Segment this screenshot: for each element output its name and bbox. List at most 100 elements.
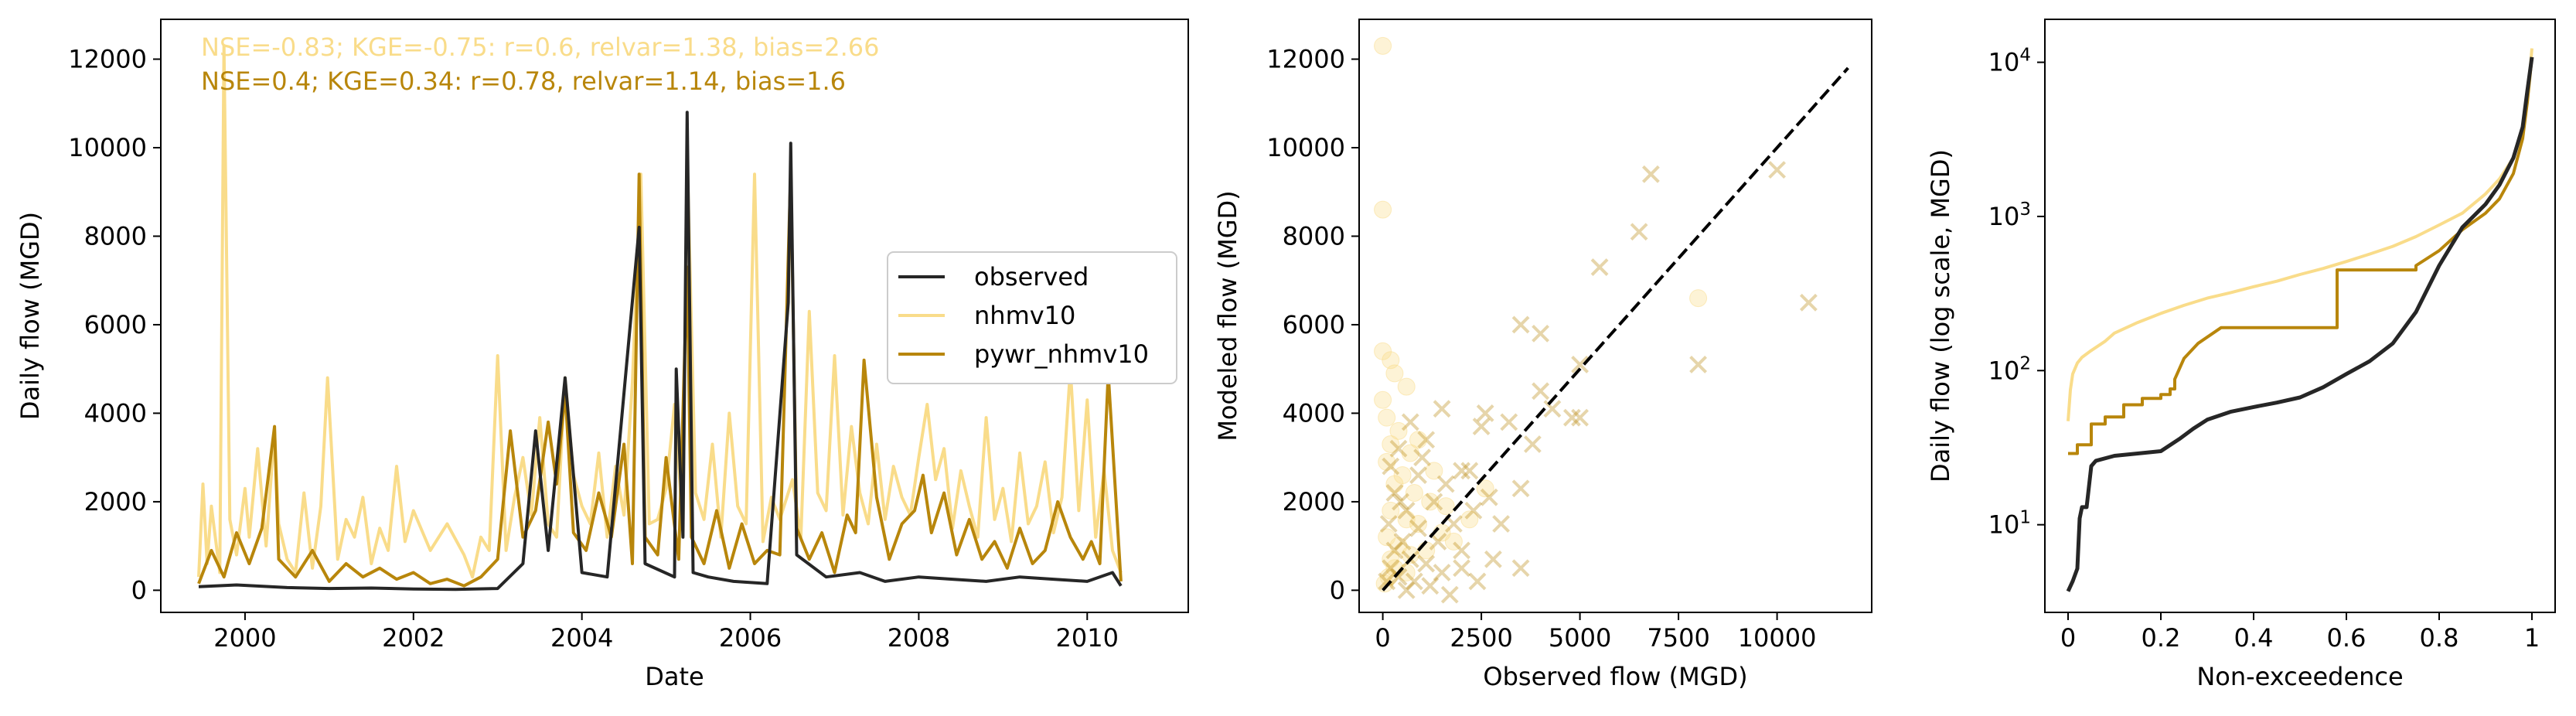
stats-annotation: NSE=-0.83; KGE=-0.75: r=0.6, relvar=1.38… [201, 32, 879, 62]
scatter-point-pywr_nhmv10 [1433, 564, 1451, 581]
scatter-point-nhmv10 [1374, 36, 1392, 55]
scatter-point-pywr_nhmv10 [1397, 581, 1416, 599]
scatter-point-pywr_nhmv10 [1492, 515, 1511, 533]
scatter-point-pywr_nhmv10 [1397, 501, 1416, 520]
scatter-point-pywr_nhmv10 [1393, 533, 1412, 551]
scatter-point-pywr_nhmv10 [1484, 550, 1502, 568]
y-tick-label: 8000 [84, 221, 147, 251]
y-tick-label: 10000 [1266, 133, 1345, 162]
scatter-point-pywr_nhmv10 [1385, 541, 1404, 560]
scatter-point-nhmv10 [1374, 390, 1392, 409]
scatter-point-pywr_nhmv10 [1436, 475, 1455, 493]
scatter-point-pywr_nhmv10 [1562, 408, 1581, 427]
scatter-point-pywr_nhmv10 [1641, 165, 1660, 183]
scatter-point-pywr_nhmv10 [1472, 418, 1491, 436]
scatter-point-pywr_nhmv10 [1389, 568, 1408, 586]
scatter-point-pywr_nhmv10 [1511, 479, 1530, 498]
x-tick-label: 0.6 [2327, 623, 2366, 653]
legend-label: pywr_nhmv10 [974, 339, 1149, 369]
y-tick-label: 12000 [1266, 45, 1345, 74]
scatter-point-pywr_nhmv10 [1401, 413, 1419, 431]
scatter-point-pywr_nhmv10 [1453, 541, 1471, 560]
x-tick-label: 2002 [382, 623, 445, 653]
scatter-point-nhmv10 [1397, 377, 1416, 396]
y-tick-label: 2000 [1283, 487, 1345, 517]
x-tick-label: 0.8 [2420, 623, 2459, 653]
scatter-point-pywr_nhmv10 [1379, 515, 1398, 533]
scatter-point-pywr_nhmv10 [1382, 457, 1400, 476]
x-axis-label: Date [645, 662, 704, 691]
x-tick-label: 0.2 [2142, 623, 2181, 653]
y-tick-label: 103 [1988, 199, 2031, 231]
scatter-point-pywr_nhmv10 [1392, 493, 1409, 511]
x-tick-label: 2004 [550, 623, 613, 653]
scatter-point-nhmv10 [1378, 408, 1396, 427]
scatter-point-pywr_nhmv10 [1799, 293, 1818, 312]
scatter-panel: 0 2500 5000 7500 10000 0 2000 4000 6000 8000 10000… [1213, 19, 1872, 691]
scatter-point-pywr_nhmv10 [1523, 435, 1542, 453]
scatter-point-pywr_nhmv10 [1417, 431, 1436, 449]
y-axis-label: Modeled flow (MGD) [1213, 190, 1242, 441]
x-axis-label: Observed flow (MGD) [1483, 662, 1747, 691]
x-axis-label: Non-exceedence [2196, 662, 2403, 691]
series-line-nhmv10 [2067, 48, 2533, 421]
scatter-point-nhmv10 [1389, 421, 1408, 440]
x-tick-label: 2500 [1450, 623, 1512, 653]
timeseries-panel: 2000 2002 2004 2006 2008 2010 0 2000 4000 6000 800… [15, 19, 1189, 691]
legend-frame [887, 251, 1177, 384]
scatter-point-nhmv10 [1689, 289, 1708, 308]
scatter-point-pywr_nhmv10 [1532, 382, 1550, 401]
scatter-point-nhmv10 [1405, 483, 1423, 502]
y-tick-exponent: 2 [2019, 353, 2031, 373]
scatter-point-pywr_nhmv10 [1630, 223, 1648, 241]
plot-frame [1358, 19, 1872, 613]
y-axis-label: Daily flow (log scale, MGD) [1926, 149, 1955, 482]
scatter-point-pywr_nhmv10 [1500, 413, 1518, 431]
scatter-point-pywr_nhmv10 [1571, 356, 1590, 373]
x-tick-label: 2006 [719, 623, 782, 653]
scatter-point-pywr_nhmv10 [1532, 324, 1550, 343]
scatter-point-nhmv10 [1425, 462, 1443, 480]
flow-duration-panel: 0 0.2 0.4 0.6 0.8 1101102103104Non-exceedence… [1926, 19, 2556, 691]
scatter-point-nhmv10 [1397, 510, 1416, 529]
y-tick-label: 6000 [1283, 310, 1345, 339]
scatter-point-nhmv10 [1476, 479, 1494, 498]
scatter-point-pywr_nhmv10 [1409, 519, 1427, 537]
series-line-observed [198, 111, 1123, 592]
y-tick-exponent: 4 [2019, 46, 2031, 66]
scatter-point-nhmv10 [1374, 200, 1392, 219]
legend: observed nhmv10 pywr_nhmv10 [887, 251, 1177, 384]
scatter-point-pywr_nhmv10 [1389, 439, 1408, 458]
scatter-point-pywr_nhmv10 [1385, 484, 1404, 502]
scatter-point-pywr_nhmv10 [1464, 501, 1483, 520]
scatter-point-nhmv10 [1401, 546, 1419, 564]
scatter-point-pywr_nhmv10 [1511, 559, 1530, 578]
scatter-point-pywr_nhmv10 [1413, 448, 1432, 467]
scatter-point-nhmv10 [1385, 364, 1404, 383]
scatter-point-pywr_nhmv10 [1382, 559, 1400, 578]
x-tick-label: 5000 [1549, 623, 1611, 653]
scatter-point-nhmv10 [1375, 575, 1394, 593]
scatter-point-pywr_nhmv10 [1405, 572, 1423, 591]
scatter-point-pywr_nhmv10 [1440, 585, 1459, 604]
legend-label: observed [974, 262, 1089, 292]
x-tick-label: 10000 [1738, 623, 1817, 653]
plot-frame [2044, 19, 2556, 613]
scatter-point-pywr_nhmv10 [1453, 559, 1471, 578]
scatter-point-pywr_nhmv10 [1417, 554, 1436, 573]
y-tick-label: 101 [1988, 508, 2031, 540]
scatter-point-nhmv10 [1409, 431, 1427, 449]
y-tick-exponent: 3 [2019, 199, 2031, 220]
scatter-point-pywr_nhmv10 [1571, 408, 1590, 427]
scatter-point-pywr_nhmv10 [1444, 515, 1463, 533]
scatter-point-nhmv10 [1382, 501, 1400, 520]
scatter-point-nhmv10 [1378, 452, 1396, 471]
scatter-point-pywr_nhmv10 [1480, 488, 1498, 506]
y-tick-label: 102 [1988, 353, 2031, 385]
y-tick-label: 12000 [68, 45, 147, 74]
scatter-point-pywr_nhmv10 [1460, 462, 1479, 480]
series-line-nhmv10 [197, 44, 1123, 579]
scatter-point-pywr_nhmv10 [1689, 356, 1708, 373]
y-tick-label: 6000 [84, 310, 147, 339]
